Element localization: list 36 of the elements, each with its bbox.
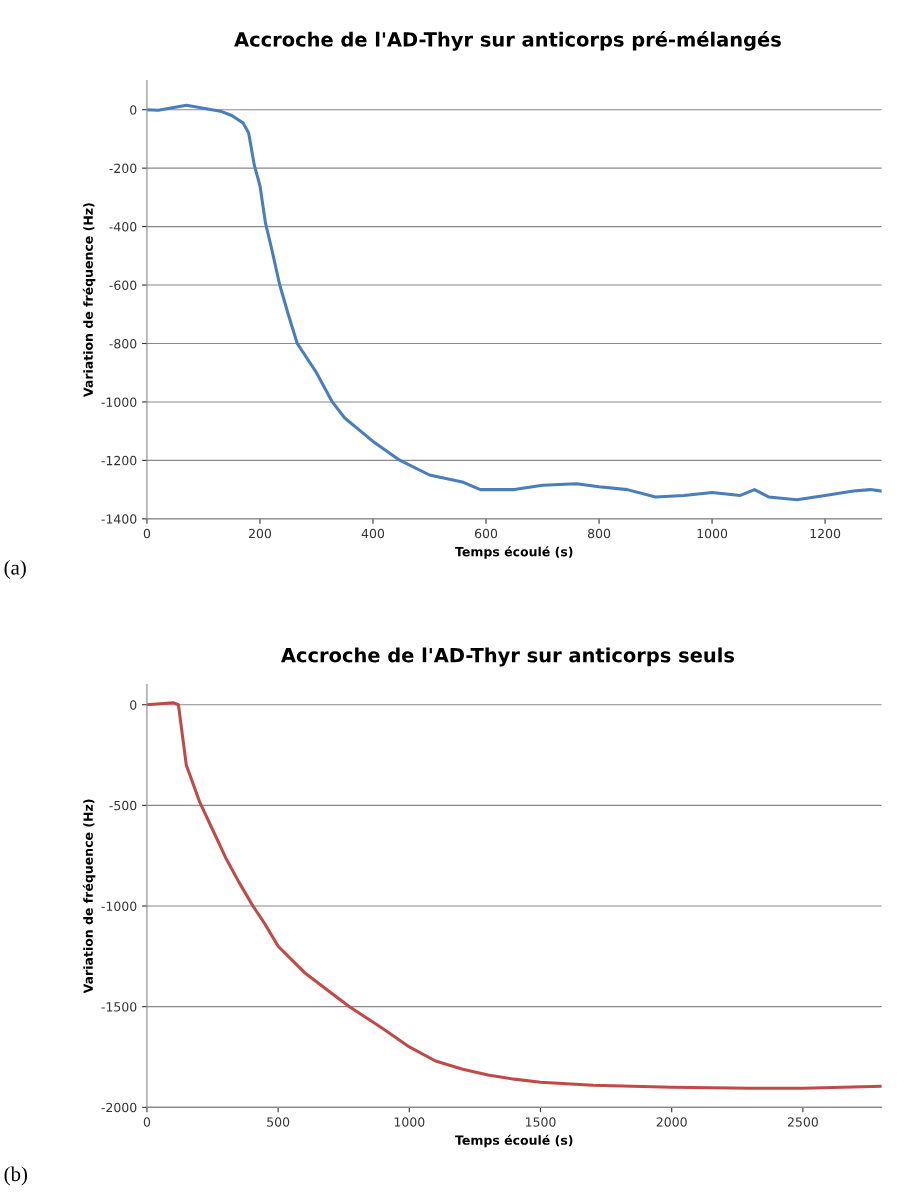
y-tick-label: -1000 [101, 901, 137, 911]
y-tick-label: -800 [109, 338, 137, 349]
y-tick-label: 0 [130, 105, 137, 115]
y-tick-label: -1200 [101, 455, 137, 466]
text: (b) [4, 1166, 27, 1186]
y-tick-label: -600 [109, 280, 137, 290]
y-tick-label: -1400 [101, 514, 137, 524]
x-tick-label: 500 [267, 1117, 290, 1127]
y-tick-label: -2000 [101, 1102, 137, 1113]
x-tick-label: 1500 [525, 1117, 556, 1127]
x-tick-label: 2500 [787, 1117, 818, 1127]
y-axis-title: Variation de fréquence (Hz) [82, 203, 96, 398]
chart-title: Accroche de l'AD-Thyr sur anticorps seuls [281, 647, 735, 667]
x-tick-label: 0 [143, 528, 151, 539]
y-tick-label: 0 [130, 700, 137, 710]
y-tick-label: -200 [109, 163, 137, 174]
x-tick-label: 800 [587, 528, 611, 539]
x-tick-label: 1000 [394, 1117, 425, 1127]
x-tick-label: 2000 [656, 1117, 687, 1127]
x-tick-label: 0 [143, 1117, 151, 1127]
x-tick-label: 1200 [810, 528, 841, 539]
y-tick-label: -500 [109, 800, 137, 811]
y-tick-label: -1500 [101, 1002, 137, 1012]
chart-title: Accroche de l'AD-Thyr sur anticorps pré-mélangés [234, 30, 781, 51]
x-tick-label: 400 [361, 528, 385, 539]
text: (a) [4, 559, 26, 579]
x-tick-label: 1000 [697, 528, 728, 539]
x-axis-title: Temps écoulé (s) [455, 546, 573, 559]
x-tick-label: 200 [248, 528, 272, 539]
line-series [146, 103, 882, 502]
x-tick-label: 600 [474, 528, 498, 539]
y-tick-label: -1000 [101, 397, 137, 407]
line-series [146, 701, 882, 1090]
x-axis-title: Temps écoulé (s) [455, 1134, 573, 1148]
y-axis-title: Variation de fréquence (Hz) [82, 799, 96, 994]
y-tick-label: -400 [109, 222, 137, 232]
